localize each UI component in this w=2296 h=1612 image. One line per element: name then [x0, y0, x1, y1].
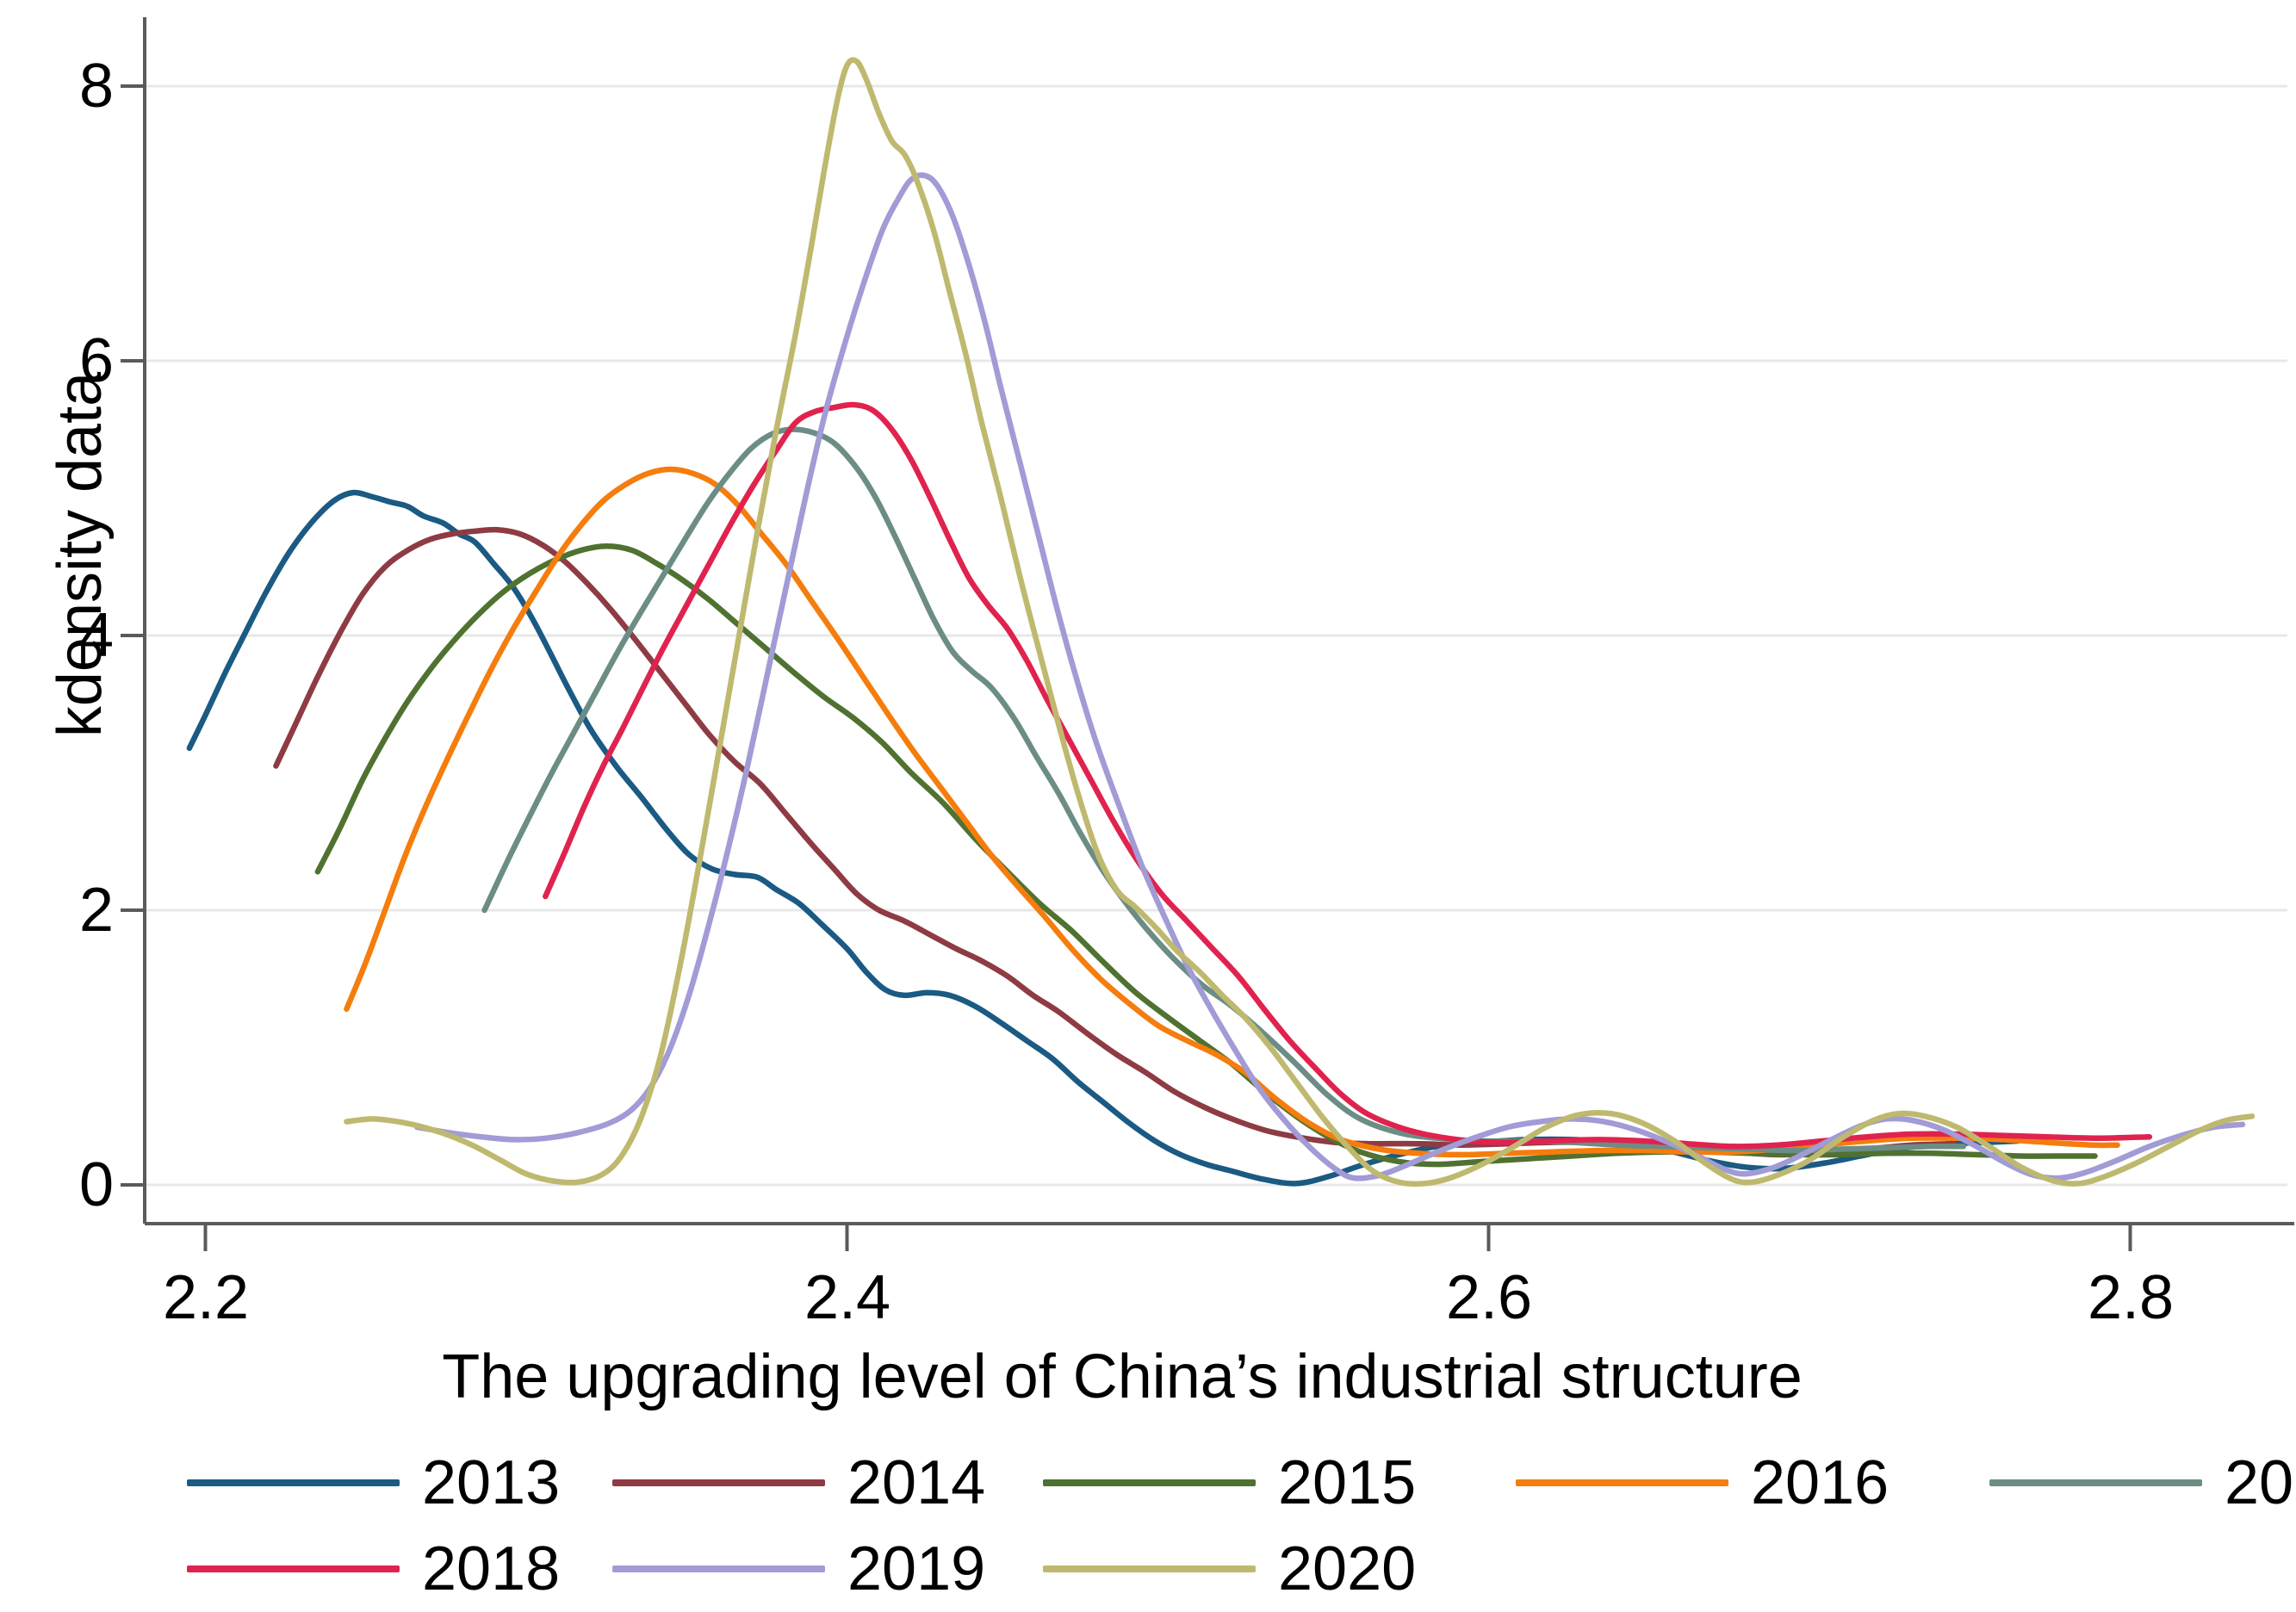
- series-line-2018: [543, 401, 2153, 1150]
- legend-swatch-2014: [612, 1479, 825, 1486]
- y-tick-label-8: 8: [78, 52, 114, 121]
- legend-row-2: 2018 2019 2020: [0, 1526, 2296, 1612]
- series-line-2019: [414, 172, 2246, 1181]
- legend-label-2018: 2018: [422, 1534, 561, 1603]
- legend-label-2019: 2019: [847, 1534, 986, 1603]
- legend-label-2014: 2014: [847, 1448, 986, 1517]
- y-axis-title: kdensity data: [46, 371, 115, 738]
- x-tick-label-2.2: 2.2: [162, 1263, 250, 1332]
- x-axis-title: The upgrading level of China’s industria…: [442, 1342, 1803, 1411]
- series-line-2020: [344, 57, 2256, 1187]
- x-tick-label-2.8: 2.8: [2087, 1263, 2175, 1332]
- legend-swatch-2013: [187, 1479, 400, 1486]
- x-tick-label-2.4: 2.4: [804, 1263, 891, 1332]
- series-line-2017: [481, 426, 1967, 1154]
- x-tick-label-2.6: 2.6: [1445, 1263, 1533, 1332]
- legend-swatch-2016: [1516, 1479, 1728, 1486]
- series-line-2014: [273, 526, 1957, 1158]
- legend-label-2013: 2013: [422, 1448, 561, 1517]
- legend-swatch-2017: [1989, 1479, 2202, 1486]
- legend-swatch-2018: [187, 1566, 400, 1572]
- y-tick-label-2: 2: [78, 876, 114, 945]
- y-tick-label-4: 4: [78, 601, 114, 670]
- kdensity-plot: [121, 17, 2294, 1251]
- y-tick-label-0: 0: [78, 1150, 114, 1219]
- legend-swatch-2019: [612, 1566, 825, 1572]
- legend-swatch-2015: [1043, 1479, 1256, 1486]
- legend-label-2015: 2015: [1278, 1448, 1417, 1517]
- legend-swatch-2020: [1043, 1566, 1256, 1572]
- series-line-2013: [186, 489, 2021, 1187]
- legend-label-2020: 2020: [1278, 1534, 1417, 1603]
- series-line-2016: [344, 466, 2120, 1158]
- series-line-2015: [314, 543, 2098, 1168]
- y-tick-label-6: 6: [78, 326, 114, 395]
- legend-label-2016: 2016: [1751, 1448, 1890, 1517]
- legend-row-1: 2013 2014 2015 2016 2017: [0, 1440, 2296, 1526]
- legend-label-2017: 2017: [2225, 1448, 2296, 1517]
